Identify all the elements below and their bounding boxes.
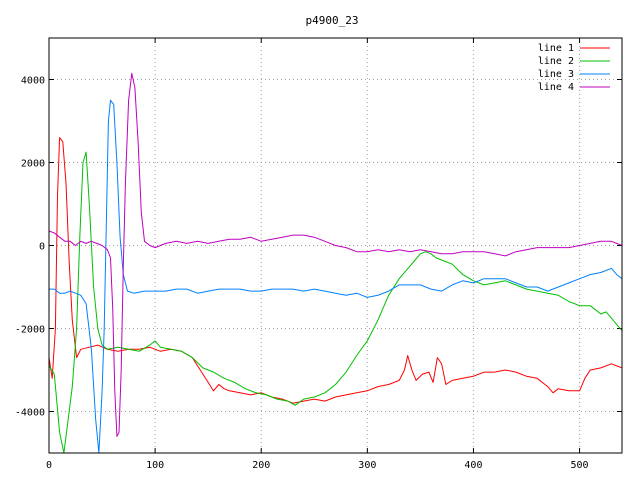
x-tick-label: 500 — [571, 460, 589, 471]
x-tick-label: 300 — [358, 460, 376, 471]
chart-title: p4900_23 — [306, 14, 359, 27]
series-line-3 — [49, 99, 622, 453]
plot-frame — [48, 37, 623, 454]
legend-label: line 3 — [538, 69, 574, 80]
y-tick-label: -4000 — [15, 408, 45, 419]
legend: line 1 line 2 line 3 line 4 — [538, 43, 610, 93]
legend-label: line 4 — [538, 82, 574, 93]
x-tick-label: 100 — [146, 460, 164, 471]
series-lines — [49, 72, 622, 453]
y-tick-label: 4000 — [21, 76, 45, 87]
series-line-4 — [49, 72, 622, 437]
y-tick-label: 2000 — [21, 159, 45, 170]
legend-label: line 1 — [538, 43, 574, 54]
x-tick-label: 200 — [252, 460, 270, 471]
y-tick-label: -2000 — [15, 325, 45, 336]
legend-label: line 2 — [538, 56, 574, 67]
series-line-1 — [49, 137, 622, 404]
x-tick-label: 0 — [46, 460, 52, 471]
series-line-2 — [49, 151, 622, 453]
x-tick-label: 400 — [464, 460, 482, 471]
y-tick-label: 0 — [39, 242, 45, 253]
